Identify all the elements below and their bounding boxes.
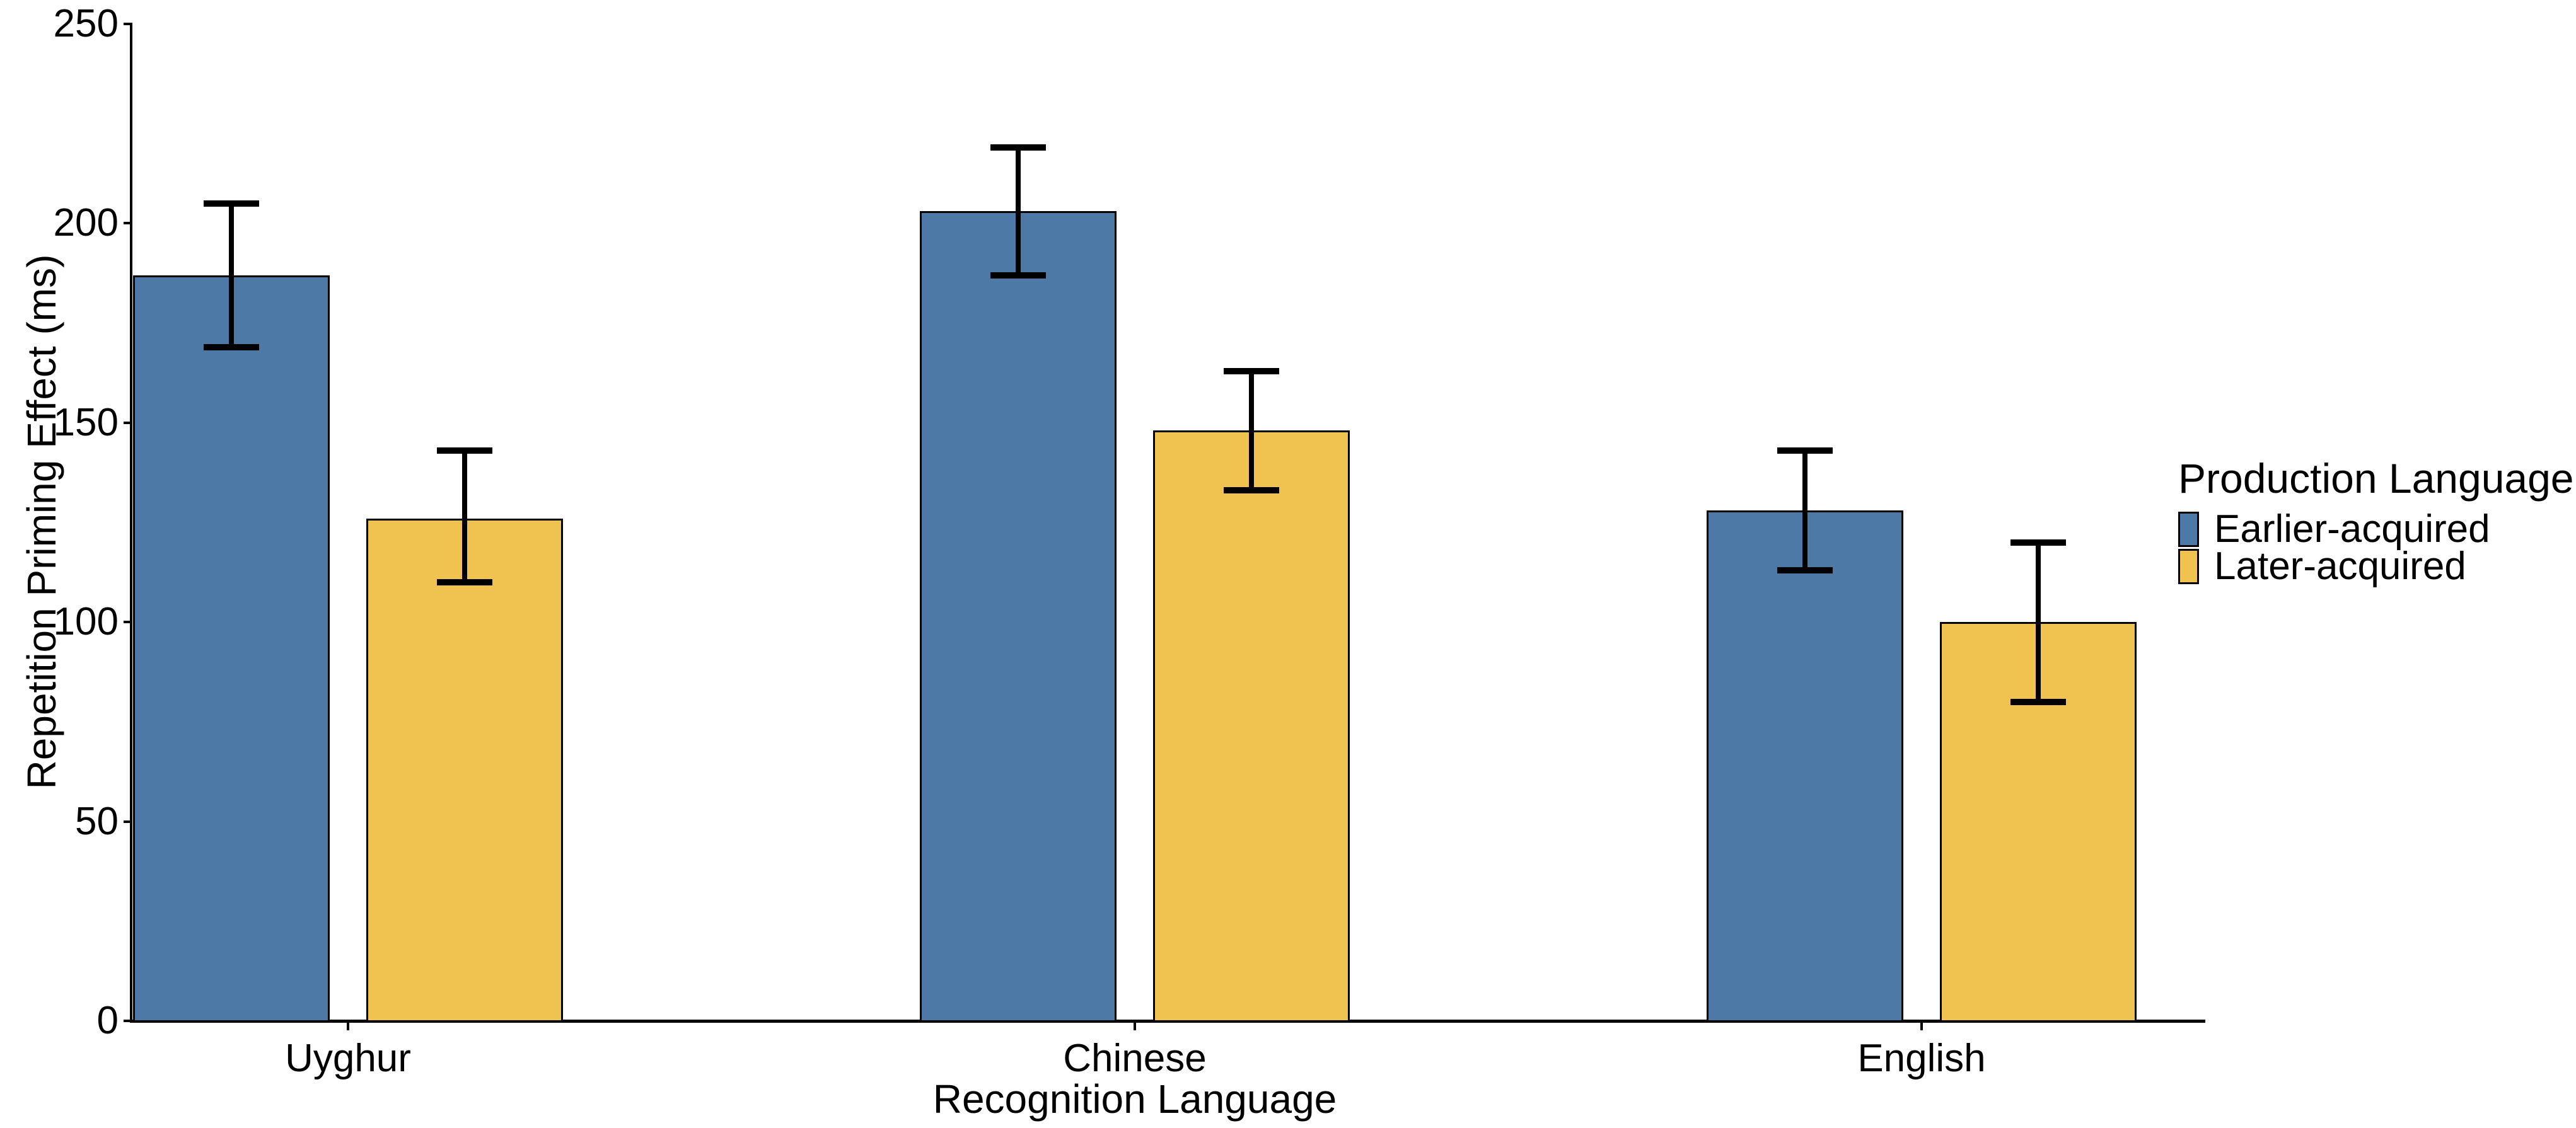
y-tick-250 — [124, 23, 130, 25]
x-tick-label-chinese: Chinese — [1063, 1037, 1207, 1080]
bar-chinese-earlier-acquired — [920, 211, 1117, 1022]
legend-items: Earlier-acquired Later-acquired — [2178, 507, 2576, 650]
error-bar-english-later-acquired — [2036, 542, 2041, 702]
error-bar-cap-lower-uyghur-later-acquired — [437, 578, 492, 585]
error-bar-chinese-later-acquired — [1249, 371, 1254, 491]
y-axis-line — [130, 23, 132, 1022]
y-tick-100 — [124, 621, 130, 624]
error-bar-cap-upper-uyghur-later-acquired — [437, 447, 492, 454]
y-tick-label-0: 0 — [96, 999, 119, 1042]
y-tick-label-50: 50 — [75, 799, 119, 843]
error-bar-cap-lower-uyghur-earlier-acquired — [204, 343, 259, 350]
error-bar-cap-upper-chinese-later-acquired — [1224, 367, 1279, 374]
legend-item-later-acquired: Later-acquired — [2178, 544, 2576, 588]
error-bar-chinese-earlier-acquired — [1016, 147, 1021, 275]
bar-chinese-later-acquired — [1153, 430, 1350, 1022]
legend-item-earlier-acquired: Earlier-acquired — [2178, 507, 2576, 551]
legend-key-earlier-acquired — [2178, 512, 2199, 547]
error-bar-cap-lower-chinese-earlier-acquired — [990, 272, 1046, 279]
error-bar-cap-lower-english-earlier-acquired — [1777, 567, 1833, 573]
y-tick-label-250: 250 — [53, 2, 119, 45]
x-tick-label-english: English — [1857, 1037, 1986, 1080]
legend: Production Language Earlier-acquired Late… — [2178, 454, 2576, 655]
y-tick-label-100: 100 — [53, 600, 119, 644]
x-tick-uyghur — [347, 1023, 349, 1030]
bar-uyghur-later-acquired — [366, 518, 563, 1022]
y-tick-label-200: 200 — [53, 201, 119, 245]
error-bar-cap-upper-english-earlier-acquired — [1777, 447, 1833, 454]
error-bar-cap-lower-chinese-later-acquired — [1224, 487, 1279, 494]
bar-uyghur-earlier-acquired — [133, 275, 330, 1022]
error-bar-cap-lower-english-later-acquired — [2010, 698, 2066, 705]
y-tick-150 — [124, 421, 130, 424]
error-bar-uyghur-earlier-acquired — [229, 203, 234, 347]
y-tick-50 — [124, 820, 130, 823]
legend-label-earlier-acquired: Earlier-acquired — [2214, 507, 2490, 551]
y-tick-200 — [124, 222, 130, 225]
legend-label-later-acquired: Later-acquired — [2214, 544, 2466, 588]
error-bar-uyghur-later-acquired — [462, 451, 467, 582]
legend-title: Production Language — [2178, 455, 2574, 502]
y-tick-label-150: 150 — [53, 400, 119, 444]
error-bar-cap-upper-english-later-acquired — [2010, 539, 2066, 546]
error-bar-cap-upper-uyghur-earlier-acquired — [204, 200, 259, 207]
error-bar-cap-upper-chinese-earlier-acquired — [990, 144, 1046, 151]
y-tick-0 — [124, 1020, 130, 1022]
x-tick-chinese — [1134, 1023, 1136, 1030]
legend-key-later-acquired — [2178, 549, 2199, 584]
bar-english-earlier-acquired — [1707, 510, 1903, 1022]
x-axis-title: Recognition Language — [932, 1076, 1337, 1122]
x-tick-english — [1920, 1023, 1923, 1030]
x-tick-label-uyghur: Uyghur — [285, 1037, 411, 1080]
error-bar-english-earlier-acquired — [1802, 451, 1807, 570]
